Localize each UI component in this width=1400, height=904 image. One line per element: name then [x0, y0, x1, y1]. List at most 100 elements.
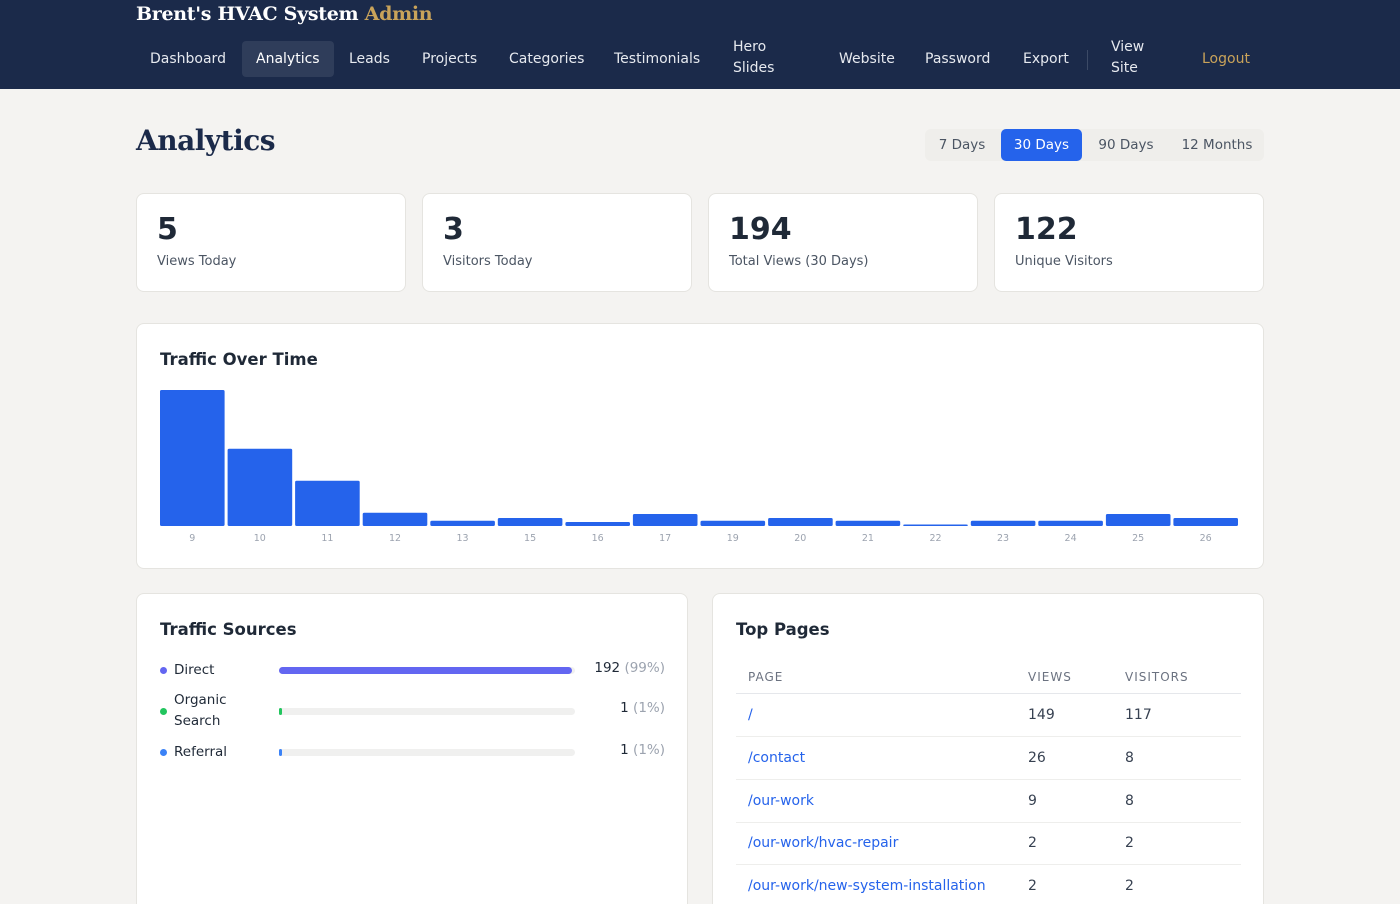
top-pages-table-header: PAGE VIEWS VISITORS	[736, 664, 1241, 694]
source-count-value: 192	[594, 660, 621, 676]
x-tick-label: 11	[321, 533, 333, 544]
range-90-days[interactable]: 90 Days	[1098, 137, 1154, 153]
source-name: Referral	[174, 744, 228, 760]
chart-bar[interactable]	[430, 520, 495, 526]
source-name: Organic Search	[174, 692, 227, 729]
source-bar-track	[279, 708, 575, 715]
page-views: 149	[1028, 707, 1055, 723]
x-tick-label: 16	[592, 533, 604, 544]
source-bar-fill	[279, 708, 282, 715]
chart-bar[interactable]	[497, 518, 563, 526]
stat-label: Unique Visitors	[1015, 254, 1113, 269]
traffic-sources-title: Traffic Sources	[160, 620, 297, 639]
stat-label: Total Views (30 Days)	[729, 254, 869, 269]
column-header-page: PAGE	[748, 670, 784, 684]
page-views: 26	[1028, 750, 1046, 766]
source-count-value: 1	[620, 700, 629, 716]
page-visitors: 2	[1125, 835, 1134, 851]
traffic-over-time-card: Traffic Over Time 9 10 11 12 13 15 16 17 19 20 21 2…	[136, 323, 1264, 569]
page-link[interactable]: /	[748, 707, 753, 723]
stat-value: 122	[1015, 212, 1078, 247]
source-bar-track	[279, 667, 575, 674]
nav-export[interactable]: Export	[1023, 51, 1069, 67]
chart-bar[interactable]	[1173, 518, 1238, 526]
chart-bar[interactable]	[835, 520, 901, 526]
page-views: 2	[1028, 878, 1037, 894]
stat-label: Visitors Today	[443, 254, 533, 269]
source-dot	[160, 708, 167, 715]
nav-analytics[interactable]: Analytics	[242, 41, 334, 77]
traffic-sources-card: Traffic Sources Direct 192 (99%) Organic…	[136, 593, 688, 904]
source-percent: (1%)	[633, 700, 665, 716]
chart-bar[interactable]	[768, 518, 833, 526]
page-visitors: 117	[1125, 707, 1152, 723]
brand-title[interactable]: Brent's HVAC System Admin	[136, 3, 433, 25]
x-tick-label: 15	[524, 533, 536, 544]
x-tick-label: 19	[727, 533, 739, 544]
table-row: /our-work/hvac-repair 2 2	[736, 822, 1241, 865]
stat-value: 194	[729, 212, 792, 247]
source-percent: (1%)	[633, 742, 665, 758]
page-link[interactable]: /our-work/hvac-repair	[748, 835, 899, 851]
page-views: 9	[1028, 793, 1037, 809]
chart-bar[interactable]	[160, 390, 225, 526]
table-row: /contact 26 8	[736, 737, 1241, 780]
chart-bar[interactable]	[903, 524, 968, 527]
nav-projects[interactable]: Projects	[422, 51, 478, 67]
brand-name: Brent's HVAC System	[136, 3, 359, 25]
stat-card-views-today: 5 Views Today	[136, 193, 406, 292]
nav-view-site[interactable]: View Site	[1111, 39, 1145, 76]
chart-bar[interactable]	[295, 480, 360, 526]
nav-hero-slides[interactable]: Hero Slides	[733, 39, 775, 76]
traffic-chart-title: Traffic Over Time	[160, 350, 318, 369]
x-tick-label: 22	[929, 533, 941, 544]
stat-card-unique-visitors: 122 Unique Visitors	[994, 193, 1264, 292]
nav-logout[interactable]: Logout	[1202, 51, 1250, 67]
x-tick-label: 25	[1132, 533, 1144, 544]
page-title: Analytics	[136, 124, 276, 157]
x-tick-label: 20	[794, 533, 806, 544]
source-name: Direct	[174, 662, 215, 678]
stat-value: 5	[157, 212, 178, 247]
table-row: /our-work/new-system-installation 2 2	[736, 865, 1241, 904]
page-link[interactable]: /contact	[748, 750, 806, 766]
top-pages-card: Top Pages PAGE VIEWS VISITORS / 149 117 …	[712, 593, 1264, 904]
page-link[interactable]: /our-work	[748, 793, 814, 809]
column-header-visitors: VISITORS	[1125, 670, 1189, 684]
nav-website[interactable]: Website	[839, 51, 895, 67]
x-tick-label: 13	[456, 533, 468, 544]
source-row-referral: Referral 1 (1%)	[160, 742, 665, 763]
traffic-bar-chart: 9 10 11 12 13 15 16 17 19 20 21 22 23 24 25 26	[160, 390, 1238, 544]
x-tick-label: 12	[389, 533, 401, 544]
chart-bar[interactable]	[362, 512, 428, 526]
range-30-days[interactable]: 30 Days	[1001, 129, 1082, 161]
chart-bar[interactable]	[700, 520, 766, 526]
nav-testimonials[interactable]: Testimonials	[614, 51, 701, 67]
x-tick-label: 24	[1065, 533, 1077, 544]
nav-categories[interactable]: Categories	[509, 51, 585, 67]
chart-bar[interactable]	[565, 522, 630, 526]
chart-bar[interactable]	[1105, 514, 1171, 526]
source-percent: (99%)	[624, 660, 665, 676]
stat-value: 3	[443, 212, 464, 247]
chart-bar[interactable]	[227, 448, 293, 526]
nav-divider	[1087, 50, 1088, 70]
main-nav: Dashboard Analytics Leads Projects Categ…	[136, 39, 1266, 77]
chart-bar[interactable]	[970, 520, 1036, 526]
chart-bar[interactable]	[1038, 520, 1103, 526]
range-12-months[interactable]: 12 Months	[1181, 137, 1253, 153]
source-count: 1 (1%)	[620, 742, 665, 758]
source-count: 192 (99%)	[594, 660, 665, 676]
range-7-days[interactable]: 7 Days	[938, 137, 986, 153]
top-navbar: Brent's HVAC System Admin Dashboard Anal…	[0, 0, 1400, 89]
nav-dashboard[interactable]: Dashboard	[150, 51, 226, 67]
nav-leads[interactable]: Leads	[349, 51, 390, 67]
x-tick-label: 21	[862, 533, 874, 544]
page-visitors: 8	[1125, 793, 1134, 809]
date-range-selector: 7 Days 30 Days 90 Days 12 Months	[925, 129, 1264, 161]
page-link[interactable]: /our-work/new-system-installation	[748, 878, 986, 894]
nav-password[interactable]: Password	[925, 51, 991, 67]
column-header-views: VIEWS	[1028, 670, 1072, 684]
chart-bar[interactable]	[632, 514, 698, 526]
source-bar-fill	[279, 667, 573, 674]
